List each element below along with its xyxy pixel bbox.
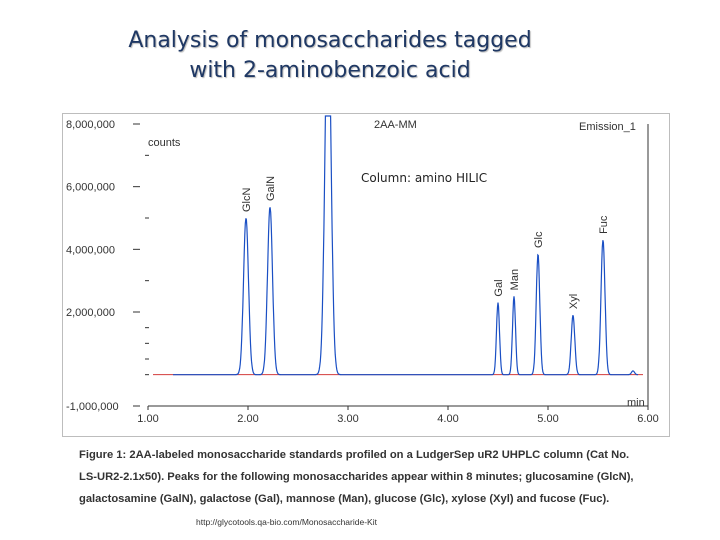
chart-trace bbox=[153, 115, 643, 376]
peak-label-glcn: GlcN bbox=[241, 188, 253, 213]
slide-title-line-2: with 2-aminobenzoic acid bbox=[189, 58, 471, 83]
y-tick-label: -1,000,000 bbox=[66, 401, 119, 413]
x-tick-label: 3.00 bbox=[337, 413, 358, 425]
source-url-link[interactable]: http://glycotools.qa-bio.com/Monosacchar… bbox=[196, 517, 377, 527]
channel-label: Emission_1 bbox=[579, 121, 636, 133]
y-tick-label: 6,000,000 bbox=[66, 182, 115, 194]
y-tick-label: 4,000,000 bbox=[66, 244, 115, 256]
x-tick-label: 1.00 bbox=[137, 413, 158, 425]
peak-label-gal: Gal bbox=[493, 279, 505, 296]
chart-labels: GlcN GalN Gal Man Glc Xyl Fuc bbox=[241, 176, 610, 309]
peak-label-xyl: Xyl bbox=[568, 294, 580, 309]
y-tick-label: 8,000,000 bbox=[66, 119, 115, 131]
peak-label-glc: Glc bbox=[533, 231, 545, 248]
x-axis-label: min bbox=[627, 397, 645, 409]
chart-title: 2AA-MM bbox=[374, 119, 417, 131]
figure-frame: 1.00 2.00 3.00 4.00 5.00 6.00 8,000,000 6,000,0… bbox=[62, 113, 670, 437]
x-tick-label: 5.00 bbox=[537, 413, 558, 425]
slide-title: Analysis of monosaccharides tagged with … bbox=[60, 26, 600, 86]
chromatogram-trace bbox=[173, 115, 639, 376]
column-annotation: Column: amino HILIC bbox=[361, 171, 487, 185]
y-axis-label: counts bbox=[148, 137, 181, 149]
peak-label-galn: GalN bbox=[265, 176, 277, 201]
x-tick-label: 4.00 bbox=[437, 413, 458, 425]
chromatogram-chart: 1.00 2.00 3.00 4.00 5.00 6.00 8,000,000 6,000,0… bbox=[66, 115, 659, 425]
x-tick-label: 6.00 bbox=[637, 413, 658, 425]
chart-ticks: 1.00 2.00 3.00 4.00 5.00 6.00 8,000,000 6,000,0… bbox=[66, 119, 659, 425]
slide-title-line-1: Analysis of monosaccharides tagged bbox=[128, 28, 532, 53]
x-tick-label: 2.00 bbox=[237, 413, 258, 425]
y-tick-label: 2,000,000 bbox=[66, 307, 115, 319]
chart-axes bbox=[148, 124, 649, 407]
peak-label-man: Man bbox=[509, 269, 521, 290]
figure-caption: Figure 1: 2AA-labeled monosaccharide sta… bbox=[79, 449, 634, 505]
peak-label-fuc: Fuc bbox=[598, 215, 610, 234]
